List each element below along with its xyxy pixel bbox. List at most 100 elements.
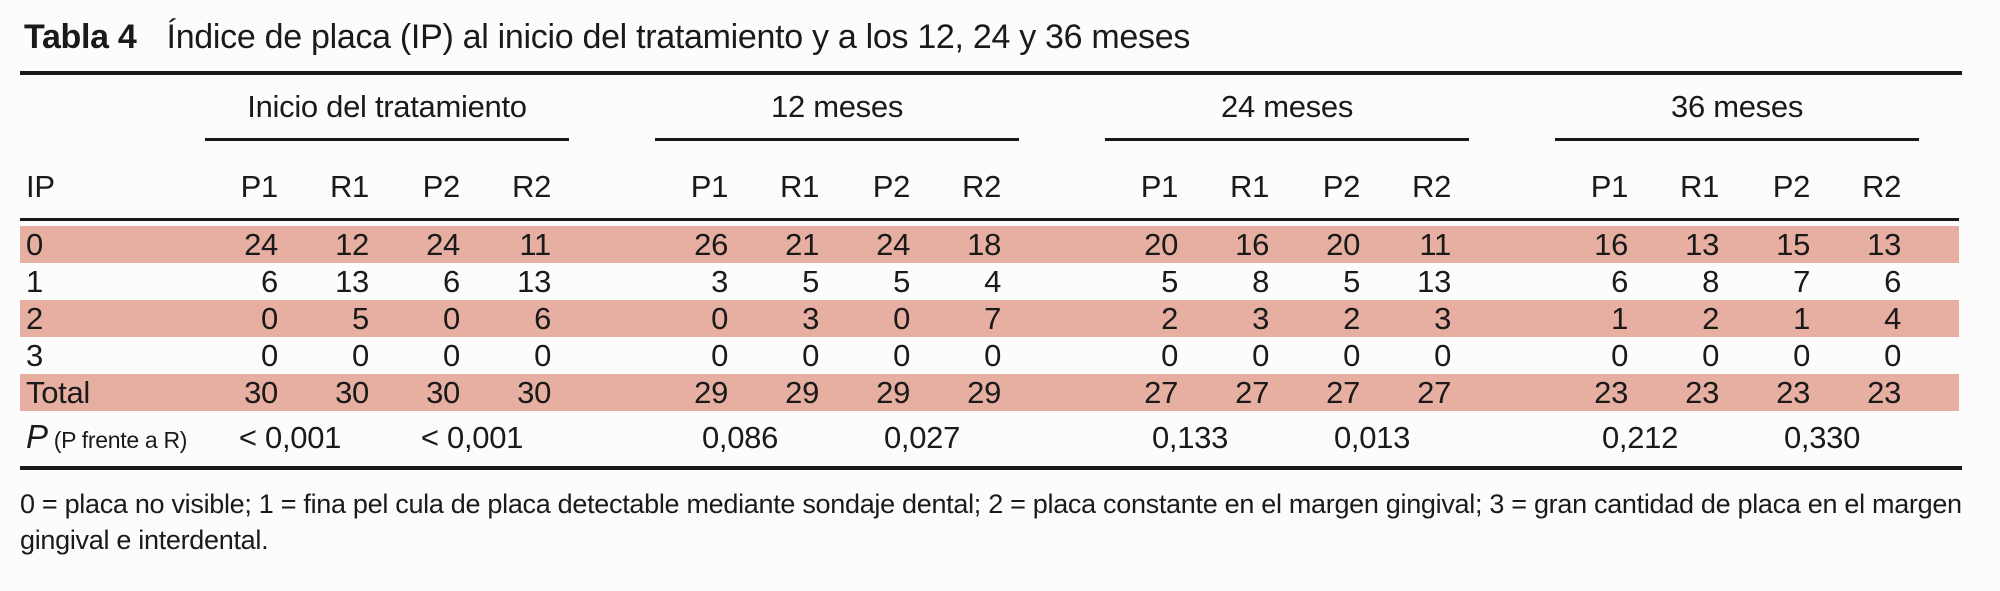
cell-value: 2 — [1161, 300, 1179, 336]
column-header-cell: R1 — [1196, 141, 1288, 221]
row-gap-cell — [1019, 300, 1105, 337]
group-header-label: 12 meses — [655, 89, 1020, 141]
group-header-cell: 24 meses — [1105, 75, 1470, 141]
cell-value: 0 — [1611, 337, 1629, 373]
row-gap-cell — [569, 263, 655, 300]
row-gap-cell — [1469, 300, 1555, 337]
p-row-label: P (P frente a R) — [20, 411, 205, 466]
cell-value: 29 — [785, 374, 820, 410]
cell-value: 0 — [352, 337, 369, 373]
row-gap-cell — [569, 337, 655, 374]
cell-value: 27 — [1144, 374, 1179, 410]
row-label: Total — [26, 374, 90, 410]
table-number: Tabla 4 — [24, 18, 137, 56]
cell-value: 1 — [1793, 300, 1811, 336]
cell-value: 3 — [1252, 300, 1270, 336]
group-header-label: 36 meses — [1555, 89, 1920, 141]
table-caption: Tabla 4 Índice de placa (IP) al inicio d… — [24, 18, 1962, 57]
row-label: 1 — [26, 263, 43, 299]
cell-value: 3 — [711, 263, 729, 299]
cell-value: 7 — [984, 300, 1002, 336]
p-value-cell: 0,086 — [701, 420, 779, 455]
cell-value: 6 — [1884, 263, 1902, 299]
row-gap-cell — [569, 226, 655, 263]
cell-value: 4 — [1884, 300, 1902, 336]
cell-value: 6 — [1611, 263, 1629, 299]
group-header-row: Inicio del tratamiento 12 meses 24 meses 36… — [20, 75, 1959, 141]
cell-value: 30 — [244, 374, 278, 410]
column-header-cell: R1 — [746, 141, 838, 221]
table-row: 2 0 5 0 6 0 3 0 7 2 3 2 3 1 2 1 4 — [20, 299, 1960, 337]
table-title: Índice de placa (IP) al inicio del trata… — [166, 18, 1191, 56]
p-row-label-main: P — [26, 417, 48, 455]
row-gap-cell — [1469, 337, 1555, 374]
column-header-cell: R2 — [928, 141, 1020, 221]
cell-value: 13 — [335, 263, 369, 299]
group-header-cell: 36 meses — [1555, 75, 1920, 141]
cell-value: 6 — [443, 263, 460, 299]
cell-value: 20 — [1326, 226, 1361, 262]
cell-value: 8 — [1252, 263, 1270, 299]
p-value-cell: 0,027 — [883, 420, 961, 455]
column-header-cell: P2 — [837, 141, 929, 221]
row-gap-cell — [1469, 263, 1555, 300]
cell-value: 16 — [1235, 226, 1270, 262]
cell-value: 30 — [426, 374, 460, 410]
p-row-label-sub: (P frente a R) — [53, 426, 188, 453]
cell-value: 0 — [893, 300, 911, 336]
cell-value: 11 — [519, 226, 552, 262]
row-gap-cell — [1019, 226, 1105, 263]
cell-value: 16 — [1594, 226, 1629, 262]
column-header-cell: R1 — [1646, 141, 1738, 221]
p-value-cell: 0,133 — [1151, 420, 1229, 455]
cell-value: 1 — [1611, 300, 1629, 336]
pad-cell — [1919, 374, 1959, 411]
row-gap-cell — [1019, 374, 1105, 411]
cell-value: 15 — [1776, 226, 1811, 262]
cell-value: 0 — [443, 300, 460, 336]
group-header-label: 24 meses — [1105, 89, 1470, 141]
header-gap-cell — [1019, 141, 1106, 221]
cell-value: 5 — [802, 263, 820, 299]
cell-value: 2 — [1702, 300, 1720, 336]
column-header-cell: R1 — [296, 141, 387, 221]
data-table: Inicio del tratamiento 12 meses 24 meses 36… — [20, 75, 1960, 466]
cell-value: 27 — [1326, 374, 1361, 410]
cell-value: 13 — [1685, 226, 1720, 262]
cell-value: 0 — [802, 337, 820, 373]
pad-cell — [1919, 75, 1959, 141]
pad-cell — [1919, 411, 1959, 466]
cell-value: 23 — [1776, 374, 1811, 410]
p-gap-cell — [569, 411, 655, 466]
column-header-cell: P1 — [1105, 141, 1197, 221]
cell-value: 0 — [1793, 337, 1811, 373]
p-value-cell: 0,212 — [1601, 420, 1679, 455]
row-gap-cell — [569, 374, 655, 411]
cell-value: 0 — [443, 337, 460, 373]
group-gap-cell — [569, 75, 655, 141]
column-header-cell: R2 — [478, 141, 570, 221]
row-gap-cell — [1019, 263, 1105, 300]
cell-value: 13 — [1417, 263, 1452, 299]
column-header-cell: P2 — [387, 141, 478, 221]
table-bottom-rule — [20, 465, 1962, 470]
row-gap-cell — [1469, 226, 1555, 263]
pad-cell — [1919, 300, 1959, 337]
cell-value: 0 — [711, 300, 729, 336]
cell-value: 27 — [1235, 374, 1270, 410]
cell-value: 12 — [335, 226, 369, 262]
p-value-row: P (P frente a R) < 0,001 < 0,001 0,086 0,027 0… — [20, 411, 1959, 466]
group-gap-cell — [1469, 75, 1555, 141]
spacer-cell — [20, 219, 1960, 226]
column-header-cell: P2 — [1287, 141, 1379, 221]
cell-value: 23 — [1867, 374, 1902, 410]
cell-value: 24 — [244, 226, 278, 262]
row-label: 3 — [26, 337, 43, 373]
cell-value: 23 — [1685, 374, 1720, 410]
cell-value: 0 — [893, 337, 911, 373]
cell-value: 7 — [1793, 263, 1811, 299]
pad-cell — [1919, 226, 1959, 263]
paper-table-figure: Tabla 4 Índice de placa (IP) al inicio d… — [20, 18, 1962, 555]
cell-value: 0 — [1252, 337, 1270, 373]
cell-value: 30 — [335, 374, 369, 410]
